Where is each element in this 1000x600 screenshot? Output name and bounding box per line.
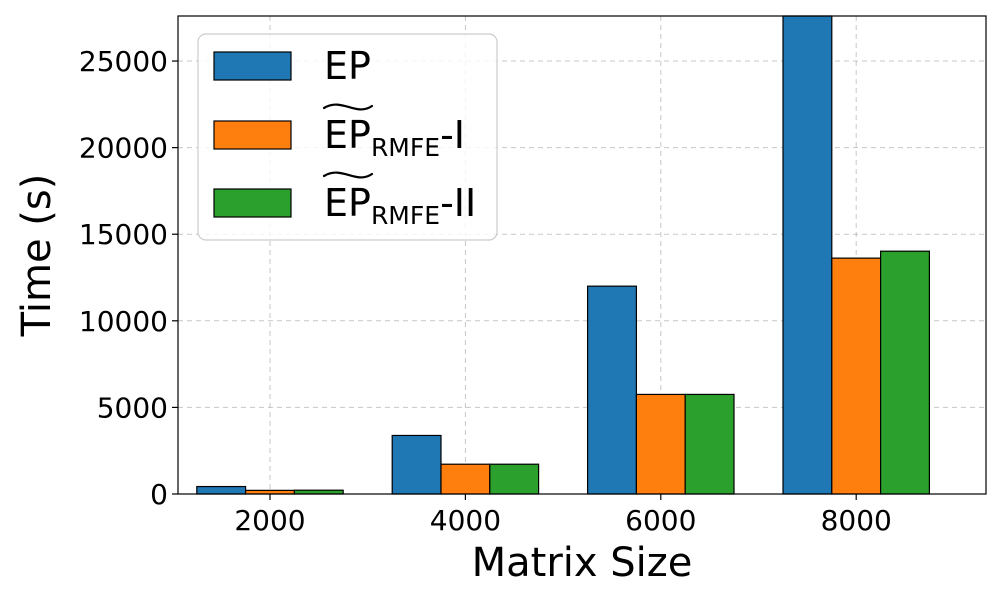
y-axis-label: Time (s) — [14, 174, 60, 338]
x-tick-label: 8000 — [821, 504, 892, 537]
y-tick-label: 0 — [150, 478, 168, 511]
legend-swatch — [213, 120, 292, 150]
bar-eprmfe-i-6000 — [635, 393, 686, 495]
bar-eprmfe-ii-4000 — [489, 463, 540, 495]
bar-ep-2000 — [196, 485, 247, 495]
y-tick-label: 10000 — [79, 305, 168, 338]
legend-tilde-mark — [322, 171, 374, 179]
x-tick-label: 4000 — [430, 504, 501, 537]
y-tick-label: 25000 — [79, 45, 168, 78]
y-tick-label: 20000 — [79, 132, 168, 165]
bar-eprmfe-i-8000 — [831, 257, 882, 495]
x-tick-label: 6000 — [625, 504, 696, 537]
y-tick-label: 15000 — [79, 218, 168, 251]
ticks: 2000 4000 6000 8000 0 5000 10000 15000 20000 2500… — [79, 45, 892, 537]
legend-swatch — [213, 188, 292, 218]
legend-entry-label: EP — [324, 44, 371, 88]
bar-ep-8000 — [782, 15, 833, 495]
bar-eprmfe-i-4000 — [440, 463, 491, 495]
legend-entry-label: EPRMFE-II — [324, 181, 476, 230]
bar-ep-4000 — [391, 434, 442, 495]
legend-swatch — [213, 51, 292, 81]
bar-ep-6000 — [586, 285, 637, 495]
bar-eprmfe-ii-6000 — [684, 393, 735, 495]
x-axis-label: Matrix Size — [472, 540, 693, 586]
bars — [196, 15, 930, 495]
y-tick-label: 5000 — [97, 391, 168, 424]
legend-tilde-mark — [322, 103, 374, 111]
bar-eprmfe-ii-8000 — [879, 250, 930, 495]
x-tick-label: 2000 — [234, 504, 305, 537]
plot-frame — [177, 15, 987, 495]
